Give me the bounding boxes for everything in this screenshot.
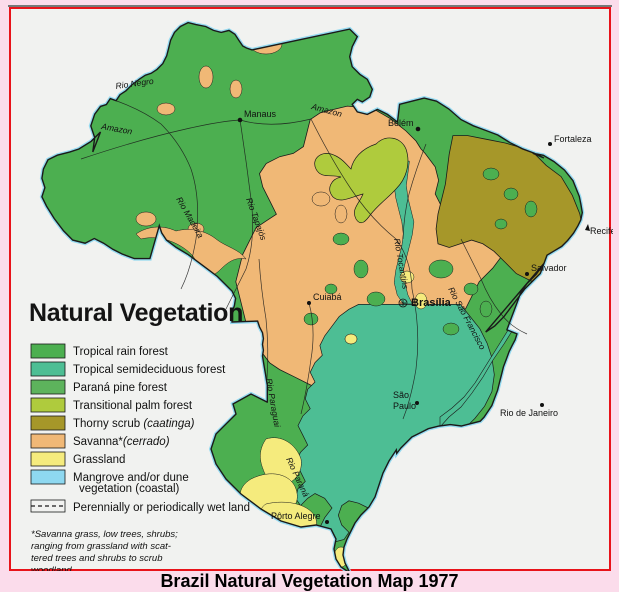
svg-text:tered trees and shrubs to scru: tered trees and shrubs to scrub [31, 553, 163, 564]
svg-text:vegetation (coastal): vegetation (coastal) [79, 483, 180, 495]
svg-text:Tropical rain forest: Tropical rain forest [73, 346, 169, 358]
svg-text:*Savanna grass, low trees, shr: *Savanna grass, low trees, shrubs; [31, 529, 178, 540]
svg-text:Thorny scrub (caatinga): Thorny scrub (caatinga) [73, 418, 195, 430]
svg-text:Grassland: Grassland [73, 454, 125, 466]
svg-text:Pôrto Alegre: Pôrto Alegre [271, 511, 321, 521]
svg-text:Cuiabá: Cuiabá [313, 292, 342, 302]
svg-text:Recife: Recife [590, 226, 613, 236]
svg-text:Transitional palm forest: Transitional palm forest [73, 400, 193, 412]
svg-text:Rio de Janeiro: Rio de Janeiro [500, 408, 558, 418]
svg-text:Paulo: Paulo [393, 401, 416, 411]
svg-text:Natural Vegetation: Natural Vegetation [29, 299, 243, 327]
svg-text:São: São [393, 390, 409, 400]
svg-text:Perennially or periodically we: Perennially or periodically wet land [73, 502, 250, 514]
svg-text:Tropical semideciduous forest: Tropical semideciduous forest [73, 364, 226, 376]
svg-text:Belém: Belém [388, 118, 414, 128]
svg-text:ranging from grassland with sc: ranging from grassland with scat- [31, 541, 171, 552]
svg-text:Salvador: Salvador [531, 263, 567, 273]
svg-text:Brasília: Brasília [411, 297, 452, 309]
svg-text:Savanna*(cerrado): Savanna*(cerrado) [73, 436, 170, 448]
svg-text:Paraná pine forest: Paraná pine forest [73, 382, 168, 394]
svg-text:Fortaleza: Fortaleza [554, 134, 592, 144]
svg-text:Manaus: Manaus [244, 109, 277, 119]
